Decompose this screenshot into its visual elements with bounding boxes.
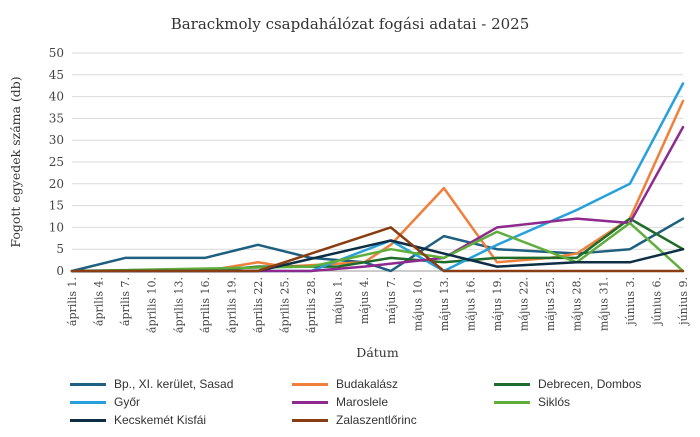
legend-item: Budakalász: [292, 375, 398, 393]
x-tick-label: május 19.: [491, 277, 504, 331]
x-tick-label: május 13.: [438, 277, 451, 331]
x-tick-label: június 6.: [650, 277, 663, 327]
x-tick-label: május 10.: [411, 277, 424, 331]
y-tick-label: 35: [49, 111, 64, 125]
legend: Bp., XI. kerület, Sasad Budakalász Debrece…: [70, 375, 690, 435]
series-line-7: [70, 226, 685, 273]
legend-label: Siklós: [538, 395, 571, 409]
y-tick-label: 0: [56, 264, 64, 278]
x-tick-label: április 16.: [199, 277, 212, 333]
series-line-3: [70, 82, 685, 273]
y-tick-label: 40: [49, 90, 64, 104]
y-tick-label: 45: [49, 68, 64, 82]
legend-item: Bp., XI. kerület, Sasad: [70, 375, 233, 393]
x-tick-label: május 28.: [571, 277, 584, 331]
legend-swatch: [70, 400, 106, 404]
legend-label: Maroslele: [336, 395, 389, 409]
x-tick-label: április 13.: [172, 277, 185, 333]
legend-swatch: [292, 418, 328, 422]
gridlines: [72, 52, 683, 250]
series-line-5: [70, 221, 685, 273]
y-axis-ticks: 0 5 10 15 20 25 30 35 40 45 50: [49, 46, 64, 278]
x-tick-label: május 4.: [358, 277, 371, 324]
legend-label: Bp., XI. kerület, Sasad: [114, 377, 234, 391]
y-axis-label: Fogott egyedek száma (db): [8, 76, 23, 247]
x-tick-label: április 10.: [146, 277, 159, 333]
y-tick-label: 15: [49, 199, 64, 213]
legend-label: Budakalász: [336, 377, 399, 391]
series-line-4: [70, 125, 685, 273]
y-tick-label: 50: [49, 46, 64, 60]
x-tick-label: május 1.: [332, 277, 345, 324]
legend-item: Zalaszentlőrinc: [292, 411, 417, 429]
legend-swatch: [494, 400, 530, 404]
legend-item: Debrecen, Dombos: [494, 375, 641, 393]
legend-item: Kecskemét Kisfái: [70, 411, 206, 429]
y-tick-label: 20: [49, 177, 64, 191]
x-tick-label: május 25.: [544, 277, 557, 331]
y-tick-label: 5: [56, 242, 64, 256]
chart-title: Barackmoly csapdahálózat fogási adatai -…: [171, 15, 530, 33]
legend-swatch: [70, 382, 106, 386]
series-line-1: [70, 99, 685, 273]
x-axis-label: Dátum: [356, 345, 399, 360]
x-tick-label: április 22.: [252, 277, 265, 333]
x-tick-label: április 19.: [225, 277, 238, 333]
series-lines: [70, 82, 685, 273]
y-tick-label: 10: [49, 220, 64, 234]
legend-label: Debrecen, Dombos: [538, 377, 642, 391]
legend-item: Siklós: [494, 393, 570, 411]
legend-swatch: [494, 382, 530, 386]
x-tick-label: április 28.: [305, 277, 318, 333]
x-tick-label: április 1.: [66, 277, 79, 326]
legend-swatch: [70, 418, 106, 422]
y-tick-label: 30: [49, 133, 64, 147]
x-tick-label: április 7.: [119, 277, 132, 326]
x-tick-label: június 3.: [624, 277, 637, 327]
x-tick-label: május 22.: [518, 277, 531, 331]
legend-label: Kecskemét Kisfái: [114, 413, 207, 427]
legend-label: Zalaszentlőrinc: [336, 413, 417, 427]
legend-item: Maroslele: [292, 393, 388, 411]
x-tick-label: április 25.: [279, 277, 292, 333]
x-axis-ticks: április 1. április 4. április 7. április 10…: [66, 277, 690, 333]
x-tick-label: május 16.: [464, 277, 477, 331]
y-tick-label: 25: [49, 155, 64, 169]
legend-swatch: [292, 382, 328, 386]
x-tick-label: május 31.: [597, 277, 610, 331]
legend-swatch: [292, 400, 328, 404]
x-tick-label: április 4.: [93, 277, 106, 326]
legend-label: Győr: [114, 395, 141, 409]
legend-item: Győr: [70, 393, 140, 411]
x-tick-label: június 9.: [677, 277, 690, 327]
x-tick-label: május 7.: [385, 277, 398, 324]
